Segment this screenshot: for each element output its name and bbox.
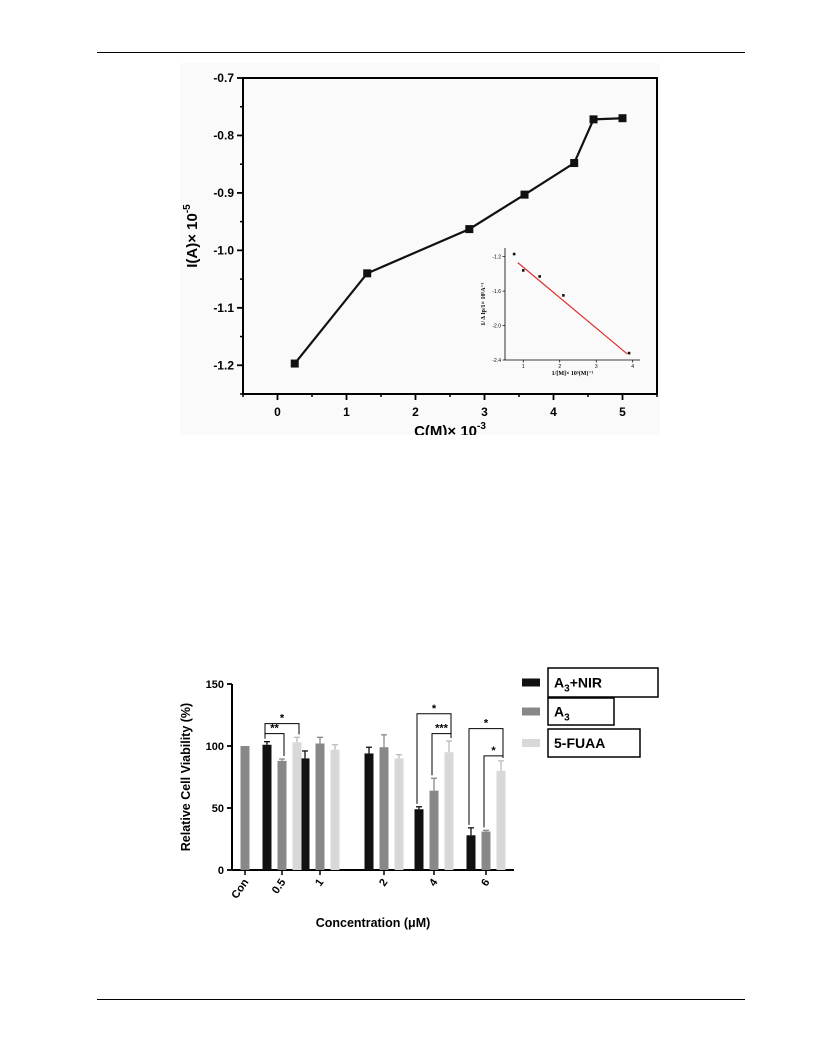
inset-y-tick-label: -1.6 (492, 289, 501, 295)
inset-x-tick-label: 1 (522, 364, 525, 370)
y-axis-label: I(A)× 10-5 (182, 204, 201, 268)
x-tick-label: 0 (274, 405, 281, 419)
inset-data-point (521, 269, 525, 272)
inset-data-point (538, 275, 541, 278)
inset-x-tick-label: 3 (595, 364, 598, 370)
bar (292, 742, 302, 870)
bar (394, 758, 404, 870)
y-tick-label: 0 (218, 865, 224, 877)
inset-data-point (512, 252, 516, 256)
inset-y-tick-label: -1.2 (492, 255, 501, 261)
inset-data-point (562, 294, 565, 297)
bar (364, 753, 374, 870)
x-tick-label: 0.5 (270, 877, 289, 896)
x-tick-label: 2 (412, 405, 419, 419)
bar (444, 752, 454, 870)
x-tick-label: 6 (479, 877, 492, 889)
significance-mark: * (484, 718, 489, 730)
legend-swatch (522, 678, 540, 687)
bar (330, 749, 340, 870)
data-point (618, 114, 627, 123)
inset-x-tick-label: 4 (631, 364, 634, 370)
plot-frame (242, 77, 658, 395)
x-tick-label: 5 (619, 405, 626, 419)
y-tick-label: -1.0 (213, 243, 234, 257)
significance-mark: * (280, 713, 285, 725)
x-tick-label: 3 (481, 405, 488, 419)
legend-label: 5-FUAA (554, 735, 605, 751)
significance-bracket (468, 728, 504, 825)
legend-swatch (522, 739, 540, 747)
bar (466, 835, 476, 870)
significance-bracket (416, 713, 452, 804)
legend-box (547, 728, 641, 758)
significance-bracket (264, 733, 285, 757)
inset-x-axis-label: 1/[M]× 10³(M)⁻¹ (552, 370, 594, 377)
y-tick-label: -0.7 (213, 71, 234, 85)
x-tick-label: Con (229, 877, 251, 902)
legend-label: A3 (554, 704, 570, 724)
data-point (570, 159, 579, 168)
y-tick-label: -0.8 (213, 128, 234, 142)
bar (414, 809, 424, 870)
y-tick-label: -0.9 (213, 186, 234, 200)
bar (379, 747, 389, 870)
inset-y-axis-label: 1/ Δ Ip/1× 10⁵A⁻¹ (481, 282, 487, 325)
significance-mark: * (491, 745, 496, 757)
inset-x-tick-label: 2 (558, 364, 561, 370)
legend-box (547, 697, 615, 726)
y-tick-label: -1.2 (213, 358, 234, 372)
inset-fit-line (517, 262, 628, 355)
data-point (520, 190, 529, 199)
y-tick-label: 50 (212, 803, 224, 815)
x-tick-label: 2 (377, 877, 390, 889)
inset-y-tick-label: -2.0 (492, 324, 501, 330)
bar (429, 790, 439, 870)
data-point (465, 225, 474, 234)
significance-bracket (483, 755, 504, 828)
bar (481, 831, 491, 870)
y-tick-label: 100 (206, 741, 224, 753)
y-tick-label: -1.1 (213, 301, 234, 315)
header-rule (97, 52, 745, 53)
data-point (290, 359, 299, 368)
legend-label: A3+NIR (554, 675, 602, 695)
inset-data-point (627, 351, 631, 355)
current-vs-concentration-chart: 1 2 3 4 -1.2 -1.6 -2.0 -2.4 1/[M]× 10³(M)⁻¹ 1/ Δ … (180, 63, 660, 435)
significance-mark: ** (270, 723, 279, 735)
x-tick-label: 1 (313, 877, 326, 889)
y-axis-label: Relative Cell Viability (%) (179, 703, 193, 851)
x-tick-label: 4 (550, 405, 557, 419)
significance-bracket (431, 733, 452, 776)
data-point (363, 269, 372, 278)
series-line (293, 117, 623, 365)
bar (277, 760, 287, 870)
footer-rule (97, 999, 745, 1000)
x-axis-label: C(M)× 10-3 (414, 421, 486, 435)
bar (300, 758, 310, 870)
x-axis-label: Concentration (μM) (316, 916, 431, 930)
legend-swatch (522, 707, 540, 716)
bar (262, 744, 272, 870)
x-tick-label: 4 (427, 876, 441, 889)
legend-box (547, 667, 659, 698)
x-tick-label: 1 (343, 405, 350, 419)
data-point (589, 115, 598, 124)
significance-mark: *** (435, 723, 449, 735)
significance-bracket (264, 723, 300, 739)
inset-y-tick-label: -2.4 (492, 358, 501, 364)
y-tick-label: 150 (206, 679, 224, 691)
bar-control (240, 746, 250, 870)
bar (496, 770, 506, 870)
significance-mark: * (432, 703, 437, 715)
bar (315, 743, 325, 870)
